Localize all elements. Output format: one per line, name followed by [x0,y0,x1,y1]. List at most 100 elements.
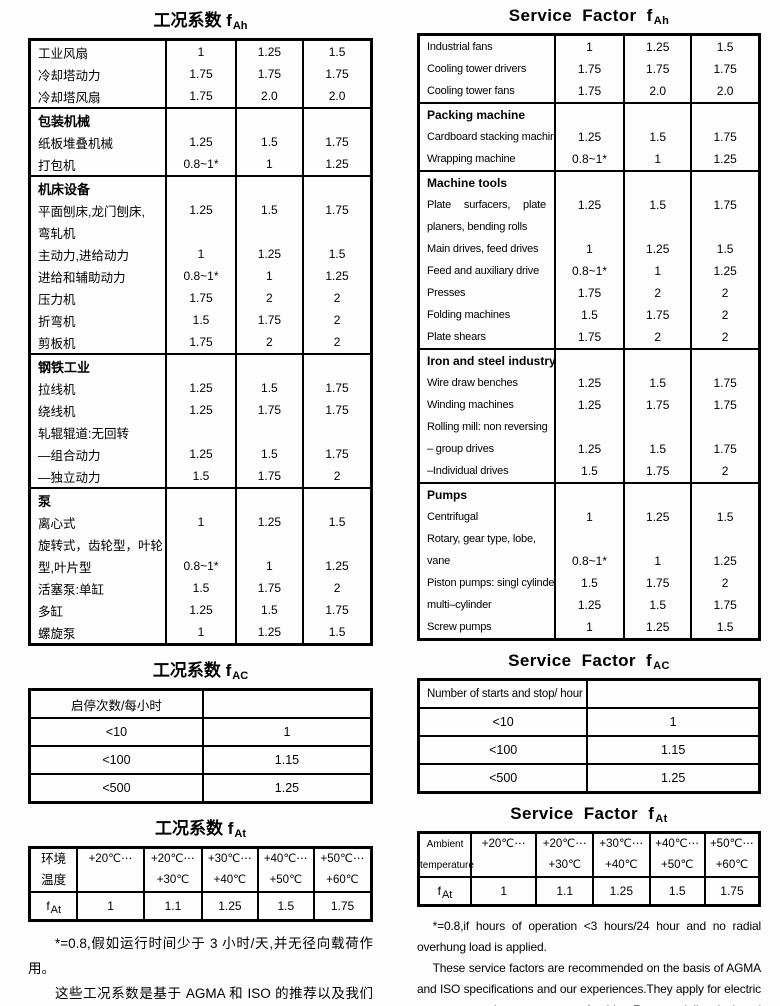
table-row: 包装机械 [29,107,372,131]
factor-cell: 2.0 [234,85,304,108]
table-row: 纸板堆叠机械 1.25 1.5 1.75 [30,131,372,153]
table-row: <10 1 [417,707,761,737]
factor-cell: 1.75 [623,460,692,483]
factor-cell: 1.5 [234,199,304,221]
factor-cell: 1 [553,506,625,528]
table-row: Cooling tower fans 1.75 2.0 2.0 [419,80,760,103]
factor-cell: 2 [690,460,760,483]
table-row: 活塞泵:单缸 1.5 1.75 2 [30,577,372,599]
table-row: <500 1.25 [417,763,761,794]
factor-cell [302,353,372,377]
factor-cell: 1.25 [592,876,651,907]
machine-label-cell: 活塞泵:单缸 [38,582,104,597]
factor-cell: 0.8~1* [165,265,236,287]
factor-cell: 1.5 [623,194,692,216]
factor-cell [623,170,692,194]
machine-label-cell: 拉线机 [38,382,76,397]
factor-cell: 1.5 [623,372,692,394]
factor-cell [623,348,692,372]
factor-cell: 1.25 [234,39,304,63]
factor-cell: 1 [76,891,145,922]
table-row: 折弯机 1.5 1.75 2 [30,309,372,331]
factor-cell: 1.25 [201,773,373,804]
factor-cell: 1.5 [302,511,372,533]
factor-cell [234,175,304,199]
machine-label-cell: Piston pumps: singl cylinder [427,577,555,589]
table-row: Winding machines 1.25 1.75 1.75 [419,394,760,416]
factor-cell: 1 [553,238,625,260]
table-row: <100 1.15 [417,735,761,765]
table-row: Machine tools [418,170,760,194]
factor-cell [690,102,760,126]
footnotes-zh: *=0.8,假如运行时间少于 3 小时/天,并无径向载荷作用。 这些工况系数是基… [28,931,373,1006]
factor-cell [201,688,373,719]
machine-label-cell: 绕线机 [38,404,76,419]
factor-cell: 1.25 [623,34,692,58]
table-row: —独立动力 1.5 1.75 2 [30,465,372,488]
factor-cell: 2 [302,331,372,354]
title-subscript: AC [653,660,670,672]
factor-cell: 1.25 [553,594,625,616]
column-chinese: 工况系数 fAh 工业风扇 1 1.25 1.5 冷却塔动力 1.75 1.75 1.75 冷却… [28,4,373,1006]
table-row: 螺旋泵 1 1.25 1.5 [30,621,372,645]
factor-cell [553,528,625,550]
fac-title-en: Service Factor fAC [417,651,761,672]
factor-cell: 1 [234,555,304,577]
factor-cell: 1.15 [201,745,373,775]
factor-cell [553,482,625,506]
table-row: 压力机 1.75 2 2 [30,287,372,309]
factor-cell: 2 [302,309,372,331]
machine-label-cell: –Individual drives [427,465,509,477]
machine-label-cell: Cooling tower fans [427,85,515,97]
factor-cell [302,487,372,511]
table-row: Rolling mill: non reversing [419,416,760,438]
section-header-cell: Iron and steel industry [418,348,555,372]
factor-cell: 1 [201,717,373,747]
factor-cell: 1.5 [690,34,760,58]
factor-cell: 1 [165,243,236,265]
factor-cell: 1 [553,616,625,640]
factor-cell: 1.75 [302,63,372,85]
factor-cell [165,221,236,243]
temperature-range-cell: +20℃⋯ [76,846,145,893]
factor-cell: 1.75 [690,438,760,460]
table-row: 主动力,进给动力 1 1.25 1.5 [30,243,372,265]
factor-cell: 1 [165,511,236,533]
factor-cell: 1.25 [623,616,692,640]
factor-cell [234,221,304,243]
starts-range-cell: <10 [28,717,204,747]
fac-table-en: Number of starts and stop/ hour <10 1 <100 1… [417,678,761,794]
table-row: 钢铁工业 [29,353,372,377]
factor-cell [623,102,692,126]
table-row: 多缸 1.25 1.5 1.75 [30,599,372,621]
starts-range-cell: <10 [417,707,589,737]
table-row: Screw pumps 1 1.25 1.5 [419,616,760,640]
machine-label-cell: Cardboard stacking machine [427,131,555,143]
section-header-cell: Packing machine [418,102,555,126]
column-english: Service Factor fAh Industrial fans 1 1.25 1… [417,4,761,1006]
fat-table-en: Ambient temperature +20℃⋯ +20℃⋯ +30℃ +30℃⋯ +40… [417,831,761,907]
table-row: <10 1 [28,717,373,747]
table-row: Plate shears 1.75 2 2 [419,326,760,349]
temperature-range-cell: +20℃⋯ +30℃ [142,846,204,893]
factor-cell: 1 [165,39,236,63]
table-row: Folding machines 1.5 1.75 2 [419,304,760,326]
factor-cell [165,107,236,131]
table-row: Feed and auxiliary drive 0.8~1* 1 1.25 [419,260,760,282]
table-row: Plate surfacers, plate 1.25 1.5 1.75 [419,194,760,216]
table-row: 打包机 0.8~1* 1 1.25 [30,153,372,176]
temperature-range-cell: +40℃⋯ +50℃ [256,846,316,893]
table-row: –Individual drives 1.5 1.75 2 [419,460,760,483]
starts-per-hour-header-cell: Number of starts and stop/ hour [417,678,589,709]
factor-cell: 1.75 [165,331,236,354]
table-row: 旋转式，齿轮型，叶轮 [30,533,372,555]
factor-cell: 1 [623,260,692,282]
table-row: 工业风扇 1 1.25 1.5 [30,39,372,63]
factor-cell: 1.1 [142,891,204,922]
machine-label-cell: planers, bending rolls [427,221,528,233]
machine-label-cell: Plate shears [427,331,486,343]
table-row: Number of starts and stop/ hour [417,678,761,709]
factor-cell: 1.25 [201,891,259,922]
factor-cell: 1.75 [234,465,304,488]
factor-cell: 1.5 [553,572,625,594]
